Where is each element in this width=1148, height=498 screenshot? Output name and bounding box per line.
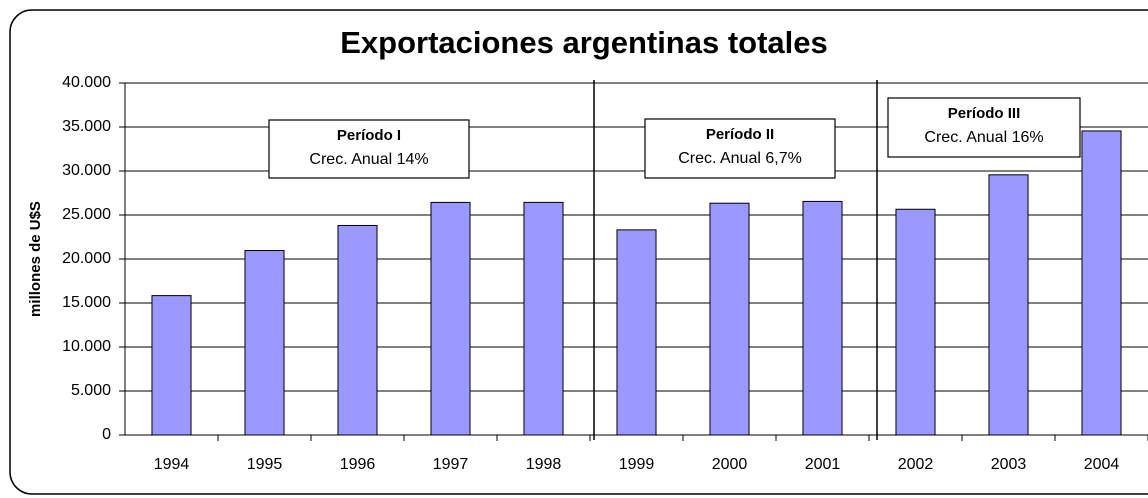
bar xyxy=(244,250,285,436)
bar xyxy=(802,200,843,436)
y-tick-label: 10.000 xyxy=(62,338,111,355)
y-tick-label: 40.000 xyxy=(62,74,111,91)
annotation-title: Período III xyxy=(948,105,1021,122)
bar xyxy=(988,174,1029,436)
annotation-box xyxy=(268,119,470,179)
y-tick-label: 30.000 xyxy=(62,162,111,179)
annotation-title: Período II xyxy=(706,126,774,143)
annotation-text: Crec. Anual 6,7% xyxy=(678,150,802,167)
chart-title: Exportaciones argentinas totales xyxy=(340,25,828,60)
x-tick-label: 1997 xyxy=(433,456,469,473)
x-tick-label: 1994 xyxy=(154,456,190,473)
annotation-box xyxy=(644,118,836,179)
x-tick-label: 2004 xyxy=(1084,456,1120,473)
bar xyxy=(151,295,192,436)
bar xyxy=(616,229,657,436)
y-tick-label: 5.000 xyxy=(71,382,111,399)
x-tick-label: 1996 xyxy=(340,456,376,473)
bar xyxy=(523,201,564,436)
x-tick-label: 2001 xyxy=(805,456,841,473)
y-tick-label: 0 xyxy=(102,426,111,443)
bar xyxy=(895,208,936,436)
y-axis-label: millones de U$S xyxy=(27,201,44,317)
x-tick-label: 2003 xyxy=(991,456,1027,473)
bar xyxy=(430,201,471,436)
annotation-text: Crec. Anual 14% xyxy=(309,151,428,168)
bar xyxy=(1081,130,1122,436)
y-tick-label: 35.000 xyxy=(62,118,111,135)
annotation-title: Período I xyxy=(337,127,401,144)
y-tick-label: 25.000 xyxy=(62,206,111,223)
bar xyxy=(337,224,378,436)
x-tick-label: 1995 xyxy=(247,456,283,473)
y-tick-label: 20.000 xyxy=(62,250,111,267)
x-tick-label: 1998 xyxy=(526,456,562,473)
x-tick-label: 2000 xyxy=(712,456,748,473)
bar xyxy=(709,202,750,436)
x-tick-label: 2002 xyxy=(898,456,934,473)
annotation-box xyxy=(887,97,1081,158)
annotation-text: Crec. Anual 16% xyxy=(924,129,1043,146)
y-tick-label: 15.000 xyxy=(62,294,111,311)
x-tick-label: 1999 xyxy=(619,456,655,473)
